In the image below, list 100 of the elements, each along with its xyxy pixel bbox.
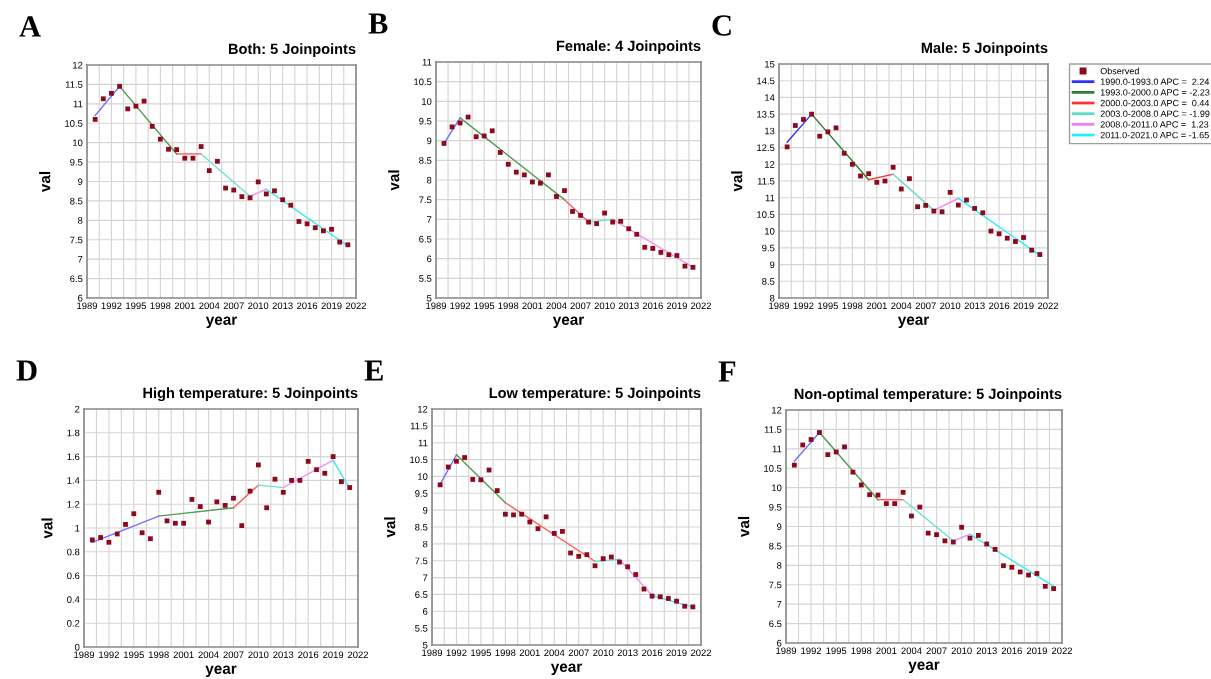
x-tick-label: 2019 (1013, 302, 1034, 310)
y-tick-label: 10.5 (757, 211, 775, 218)
x-tick-label: 1998 (148, 651, 169, 659)
point (934, 532, 939, 538)
x-tick-label: 2013 (272, 302, 293, 310)
point (792, 123, 798, 128)
y-tick-label: 7.5 (769, 581, 782, 589)
point (289, 477, 294, 483)
x-tick-label: 2022 (690, 649, 712, 657)
point (543, 514, 549, 520)
y-tick-label: 11 (422, 58, 432, 66)
point (149, 123, 155, 129)
y-tick-label: 9 (427, 137, 432, 145)
y-tick-label: 1.4 (67, 477, 80, 484)
text: C (712, 15, 731, 36)
point (231, 495, 236, 501)
point (666, 252, 672, 258)
x-tick-label: 1992 (793, 302, 814, 310)
y-tick-label: 8.5 (70, 197, 83, 205)
point (305, 458, 311, 464)
point (181, 520, 187, 526)
y-tick-label: 11.5 (410, 422, 428, 430)
point (657, 594, 663, 600)
point (502, 511, 508, 517)
point (182, 155, 188, 161)
point (470, 477, 476, 482)
x-tick-label: 1989 (422, 649, 443, 657)
y-tick-label: 1.2 (67, 501, 80, 508)
point (329, 226, 334, 232)
y-tick-label: 6.5 (415, 591, 428, 598)
x-tick-label: 1989 (426, 302, 447, 310)
x-tick-label: 2010 (248, 651, 269, 659)
point (437, 482, 443, 488)
point (825, 452, 831, 458)
point (554, 194, 559, 199)
point (1029, 247, 1035, 253)
point (915, 204, 920, 210)
point (497, 150, 503, 155)
x-tick-label: 1998 (150, 302, 171, 310)
point (280, 489, 286, 495)
x-tick-label: 2007 (915, 302, 936, 310)
point (462, 455, 468, 460)
point (314, 467, 319, 473)
y-tick-label: 11.5 (764, 426, 782, 433)
point (883, 501, 889, 506)
x-tick-label: 1998 (851, 647, 872, 655)
point (1004, 235, 1010, 241)
x-tick-label: 2013 (617, 649, 638, 657)
point (148, 536, 153, 542)
text: A (19, 16, 41, 37)
x-tick-label: 1995 (124, 651, 144, 659)
x-tick-label: 2001 (174, 302, 195, 310)
point (297, 477, 303, 483)
x-tick-label: 2007 (568, 649, 589, 657)
x-tick-label: 2010 (951, 647, 972, 655)
y-tick-label: 6.5 (769, 620, 782, 628)
x-tick-label: 2016 (1001, 647, 1022, 655)
point (817, 133, 823, 139)
x-axis-title: year (897, 316, 929, 328)
y-tick-label: 6 (777, 639, 782, 647)
x-tick-label: 2022 (1051, 647, 1073, 655)
y-tick-label: 8.5 (415, 523, 428, 531)
x-tick-label: 2022 (690, 302, 712, 310)
x-tick-label: 1995 (126, 302, 147, 310)
point (980, 210, 986, 216)
chart-title: Male: 5 Joinpoints (921, 42, 1048, 56)
point (578, 212, 583, 218)
x-tick-label: 2019 (666, 302, 687, 310)
point (537, 180, 543, 186)
y-tick-label: 8.5 (762, 278, 775, 285)
y-tick-label: 8 (776, 562, 782, 569)
y-tick-label: 6.5 (419, 235, 432, 243)
point (511, 512, 516, 518)
point (594, 221, 600, 227)
x-tick-label: 1998 (842, 302, 863, 310)
point (280, 197, 286, 203)
point (494, 488, 500, 493)
x-tick-label: 2010 (593, 649, 614, 657)
point (560, 528, 565, 534)
y-tick-label: 1 (75, 524, 80, 532)
x-axis-title: year (205, 665, 237, 677)
x-tick-label: 2001 (866, 302, 887, 310)
chart-title: Both: 5 Joinpoints (228, 43, 356, 57)
point (907, 176, 912, 182)
x-tick-label: 2019 (1026, 647, 1047, 655)
y-tick-label: 5 (422, 641, 428, 649)
x-tick-label: 1992 (801, 647, 822, 655)
y-tick-label: 9.5 (769, 503, 782, 511)
point (320, 228, 326, 234)
point (842, 444, 847, 450)
x-tick-label: 2013 (618, 302, 639, 310)
y-tick-label: 12 (418, 405, 428, 413)
y-tick-label: 8 (77, 217, 83, 224)
y-tick-label: 0.2 (67, 620, 80, 627)
point (650, 246, 656, 251)
point (489, 128, 495, 134)
point (1051, 586, 1057, 592)
x-tick-label: 2001 (876, 647, 897, 655)
y-tick-label: 11 (772, 445, 782, 453)
y-tick-label: 10 (422, 98, 432, 105)
